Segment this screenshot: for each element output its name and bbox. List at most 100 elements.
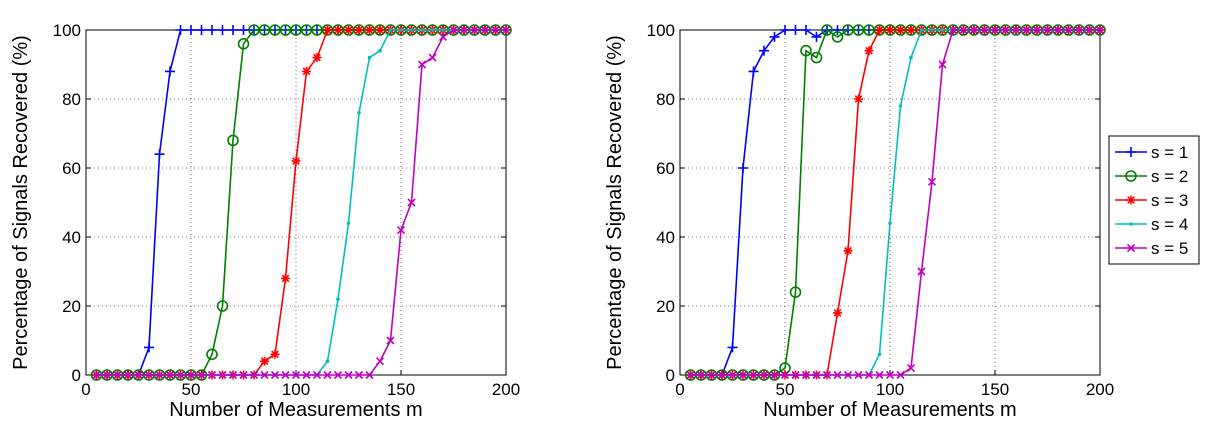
left-series-line-s5: [96, 29, 506, 376]
right-data-point-s3: [843, 246, 853, 256]
left-data-point-s4: [367, 55, 372, 60]
right-data-point-s5: [1032, 25, 1042, 35]
left-data-point-s5: [302, 370, 311, 380]
left-data-point-s4: [420, 28, 424, 32]
right-data-point-s5: [1074, 25, 1084, 35]
left-data-point-s5: [134, 370, 143, 380]
right-y-tick-label: 80: [656, 90, 675, 109]
left-data-point-s5: [155, 370, 164, 380]
left-data-point-s4: [430, 28, 435, 32]
left-data-point-s5: [354, 370, 364, 380]
left-data-point-s5: [386, 336, 395, 345]
left-data-point-s4: [357, 111, 361, 115]
right-data-point-s5: [780, 370, 790, 380]
left-data-point-s5: [260, 370, 269, 380]
left-data-point-s5: [113, 370, 122, 380]
left-data-point-s1: [186, 25, 196, 35]
right-data-point-s5: [854, 370, 863, 380]
left-data-point-s2: [206, 348, 218, 361]
right-data-point-s5: [969, 25, 979, 35]
left-data-point-s5: [365, 370, 374, 380]
left-data-point-s5: [218, 370, 227, 380]
left-data-point-s4: [441, 28, 445, 32]
left-data-point-s5: [228, 370, 238, 380]
left-x-tick-label: 0: [81, 380, 90, 399]
right-data-point-s1: [769, 31, 780, 42]
right-data-point-s5: [1095, 25, 1105, 35]
right-data-point-s4: [888, 221, 892, 225]
right-data-point-s1: [727, 342, 738, 353]
right-data-point-s1: [759, 45, 769, 56]
left-data-point-s5: [323, 370, 332, 380]
right-series-line-s5: [690, 29, 1100, 376]
left-data-point-s5: [438, 32, 448, 41]
legend: s = 1 s = 2 s = 3 s = 4 s = 5: [1108, 135, 1200, 265]
right-y-tick-label: 0: [666, 366, 675, 385]
left-data-point-s4: [409, 28, 414, 32]
right-data-point-s5: [990, 25, 1000, 35]
left-data-point-s5: [281, 370, 290, 380]
right-data-point-s5: [822, 370, 832, 380]
right-x-tick-label: 150: [981, 380, 1009, 399]
right-data-point-s5: [1043, 25, 1052, 35]
left-data-point-s5: [144, 370, 154, 380]
right-data-point-s5: [843, 370, 853, 380]
left-x-tick-label: 150: [387, 380, 415, 399]
right-data-point-s5: [896, 370, 905, 380]
left-data-point-s5: [186, 370, 196, 380]
left-data-point-s3: [281, 273, 290, 283]
right-data-point-s5: [1001, 25, 1010, 35]
legend-label: s = 5: [1151, 239, 1188, 258]
right-data-point-s5: [959, 25, 968, 35]
left-data-point-s3: [270, 349, 280, 359]
left-series-s5: [92, 25, 511, 380]
legend-entry-s3: s = 3: [1115, 191, 1188, 210]
right-data-point-s5: [1064, 25, 1073, 35]
left-data-point-s5: [417, 60, 427, 69]
right-data-point-s3: [864, 46, 874, 56]
right-data-point-s5: [728, 370, 737, 380]
legend-entry-s1: s = 1: [1115, 143, 1188, 162]
left-data-point-s5: [197, 370, 206, 380]
right-y-tick-label: 40: [656, 228, 675, 247]
right-data-point-s5: [686, 370, 695, 380]
left-data-point-s1: [207, 25, 217, 35]
right-data-point-s1: [780, 25, 790, 35]
right-data-point-s2: [831, 31, 844, 43]
right-data-point-s1: [738, 163, 748, 173]
right-data-point-s1: [748, 66, 759, 77]
right-data-point-s5: [770, 370, 779, 380]
left-data-point-s5: [396, 226, 406, 235]
right-y-tick-label: 60: [656, 159, 675, 178]
right-data-point-s4: [898, 104, 903, 108]
legend-marker: [1126, 195, 1136, 205]
legend-label: s = 4: [1151, 215, 1188, 234]
left-data-point-s1: [217, 25, 228, 35]
right-data-point-s5: [906, 364, 916, 373]
left-data-point-s5: [428, 53, 437, 62]
left-data-point-s3: [323, 25, 332, 35]
right-data-point-s3: [906, 25, 916, 35]
left-x-tick-label: 50: [182, 380, 201, 399]
right-data-point-s2: [821, 24, 833, 36]
left-data-point-s1: [238, 25, 249, 35]
legend-marker: [1126, 147, 1136, 157]
right-data-point-s5: [833, 370, 842, 380]
right-data-point-s5: [791, 370, 800, 380]
right-data-point-s5: [948, 25, 958, 35]
left-y-tick-label: 60: [62, 159, 81, 178]
left-data-point-s5: [344, 370, 353, 380]
left-data-point-s5: [375, 357, 385, 366]
left-data-point-s5: [270, 370, 280, 380]
legend-entry-s2: s = 2: [1115, 167, 1188, 186]
right-data-point-s4: [877, 352, 882, 357]
left-y-axis-label: Percentage of Signals Recovered (%): [10, 35, 32, 370]
legend-entry-s5: s = 5: [1115, 239, 1188, 258]
legend-marker: [1125, 170, 1137, 182]
right-data-point-s1: [801, 25, 811, 35]
right-x-tick-label: 0: [675, 380, 684, 399]
left-data-point-s1: [228, 25, 238, 35]
left-y-tick-label: 0: [72, 366, 81, 385]
